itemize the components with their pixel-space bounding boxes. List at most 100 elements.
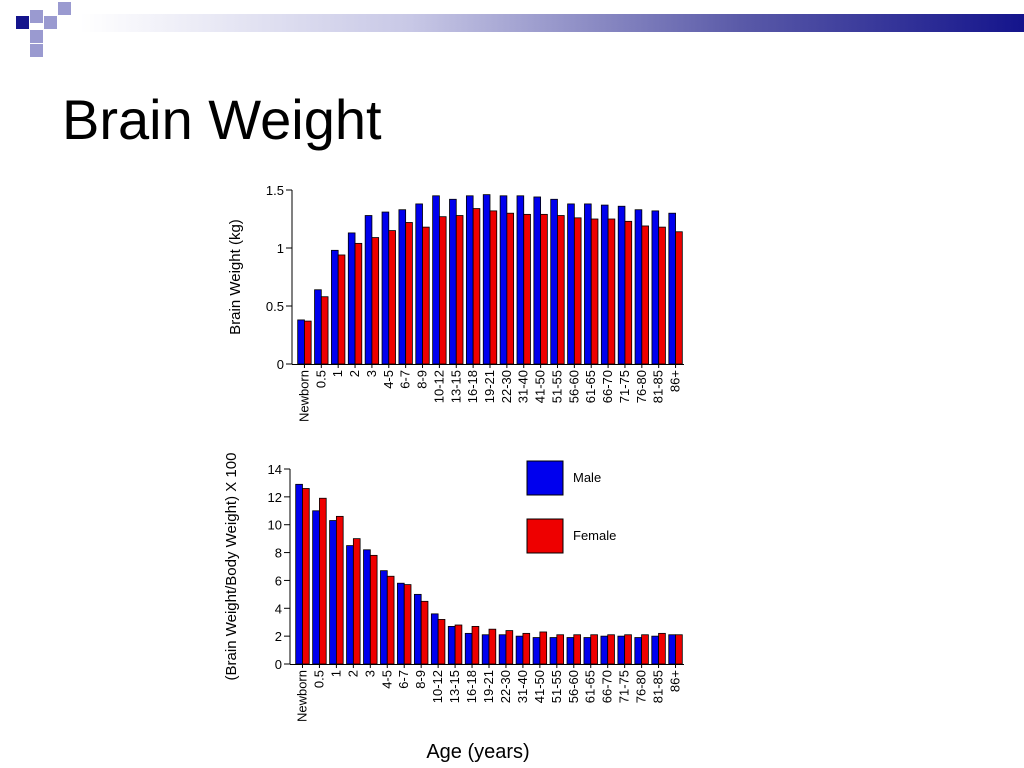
bar-female-81-85 (658, 632, 666, 665)
x-tick-label: 4-5 (381, 370, 396, 389)
bar-female-16-18 (471, 625, 480, 665)
x-tick-label: 76-80 (634, 370, 649, 403)
bar-male-4-5 (380, 570, 388, 665)
x-tick-label: 19-21 (481, 670, 496, 703)
bar-male-81-85 (651, 635, 659, 665)
bar-male-66-70 (600, 635, 609, 665)
bar-female-66-70 (607, 634, 615, 665)
bar-female-61-65 (590, 634, 598, 665)
legend-male-label: Male (573, 470, 601, 485)
y-axis-title: (Brain Weight/Body Weight) X 100 (223, 453, 240, 681)
x-tick-label: 10-12 (430, 670, 445, 703)
x-tick-label: 22-30 (499, 370, 514, 403)
bar-female-2 (352, 538, 361, 665)
x-tick-label: 81-85 (651, 370, 666, 403)
y-tick-label: 1 (277, 241, 284, 256)
bar-female-13-15 (455, 215, 464, 365)
x-tick-label: 86+ (668, 670, 683, 692)
bar-female-13-15 (454, 624, 463, 665)
y-tick-label: 0 (275, 657, 282, 672)
x-tick-label: Newborn (294, 670, 309, 722)
bar-male-56-60 (566, 637, 575, 665)
bar-male-51-55 (549, 637, 558, 665)
bar-female-41-50 (539, 631, 548, 665)
y-axis-title: Brain Weight (kg) (227, 219, 244, 335)
y-tick-label: 0.5 (266, 299, 284, 314)
x-tick-label: 31-40 (516, 370, 531, 403)
y-tick-label: 2 (275, 629, 282, 644)
x-tick-label: 31-40 (515, 670, 530, 703)
x-tick-label: 16-18 (465, 370, 480, 403)
x-tick-label: 66-70 (600, 670, 615, 703)
x-tick-label: 13-15 (447, 670, 462, 703)
bar-female-76-80 (641, 225, 649, 365)
x-tick-label: 71-75 (617, 370, 632, 403)
y-tick-label: 8 (275, 546, 282, 561)
bar-female-66-70 (607, 218, 616, 365)
y-tick-label: 6 (275, 573, 282, 588)
x-tick-label: 1 (330, 370, 345, 377)
slide-title: Brain Weight (62, 88, 382, 151)
bar-female-56-60 (573, 217, 582, 365)
x-tick-label: 6-7 (398, 370, 413, 389)
x-tick-label: 81-85 (651, 670, 666, 703)
bar-male-6-7 (397, 582, 405, 665)
x-tick-label: 41-50 (532, 670, 547, 703)
x-tick-label: 51-55 (549, 670, 564, 703)
bar-female-6-7 (405, 222, 413, 365)
bar-female-71-75 (624, 634, 632, 665)
x-tick-label: 2 (345, 670, 360, 677)
x-tick-label: 13-15 (448, 370, 463, 403)
bar-female-2 (354, 242, 363, 365)
bar-female-6-7 (403, 584, 412, 665)
y-tick-label: 14 (268, 462, 282, 477)
bar-male-19-21 (481, 634, 490, 665)
bar-female-8-9 (420, 600, 429, 665)
x-tick-label: 4-5 (379, 670, 394, 689)
x-tick-label: 0.5 (311, 670, 326, 688)
bar-female-31-40 (523, 213, 531, 365)
legend-male-swatch (526, 460, 564, 496)
bar-female-41-50 (540, 213, 548, 365)
x-tick-label: 66-70 (600, 370, 615, 403)
x-tick-label: 1 (328, 670, 343, 677)
bar-female-19-21 (488, 628, 497, 665)
bar-male-Newborn (295, 483, 303, 665)
bar-male-61-65 (583, 637, 592, 665)
bar-male-2 (346, 545, 354, 665)
bar-female-76-80 (641, 634, 649, 665)
y-tick-label: 12 (268, 490, 282, 505)
bar-female-16-18 (472, 208, 481, 365)
bar-female-3 (369, 554, 378, 665)
x-tick-label: 61-65 (583, 370, 598, 403)
bar-female-61-65 (590, 218, 599, 365)
bar-female-4-5 (386, 575, 395, 665)
bar-female-1 (335, 515, 344, 665)
bar-female-Newborn (302, 488, 310, 665)
legend-female-swatch (526, 518, 564, 554)
x-tick-label: 10-12 (431, 370, 446, 403)
bar-female-51-55 (556, 634, 565, 665)
bar-female-4-5 (388, 230, 396, 365)
bar-female-86+ (675, 634, 683, 665)
x-tick-label: 0.5 (313, 370, 328, 388)
x-tick-label: 56-60 (566, 370, 581, 403)
bar-female-51-55 (557, 215, 565, 365)
bar-female-10-12 (437, 619, 446, 665)
bar-female-Newborn (304, 320, 312, 365)
x-tick-label: 86+ (668, 370, 683, 392)
x-tick-label: 3 (362, 670, 377, 677)
bar-male-16-18 (464, 632, 473, 665)
x-axis-title: Age (years) (426, 741, 529, 763)
bar-male-31-40 (515, 635, 524, 665)
bar-female-3 (371, 237, 380, 365)
x-tick-label: 8-9 (415, 370, 430, 389)
bar-male-86+ (668, 634, 676, 665)
x-tick-label: 56-60 (566, 670, 581, 703)
x-tick-label: 76-80 (634, 670, 649, 703)
bar-male-22-30 (498, 634, 507, 665)
y-tick-label: 0 (277, 357, 284, 372)
bar-female-71-75 (624, 220, 633, 365)
